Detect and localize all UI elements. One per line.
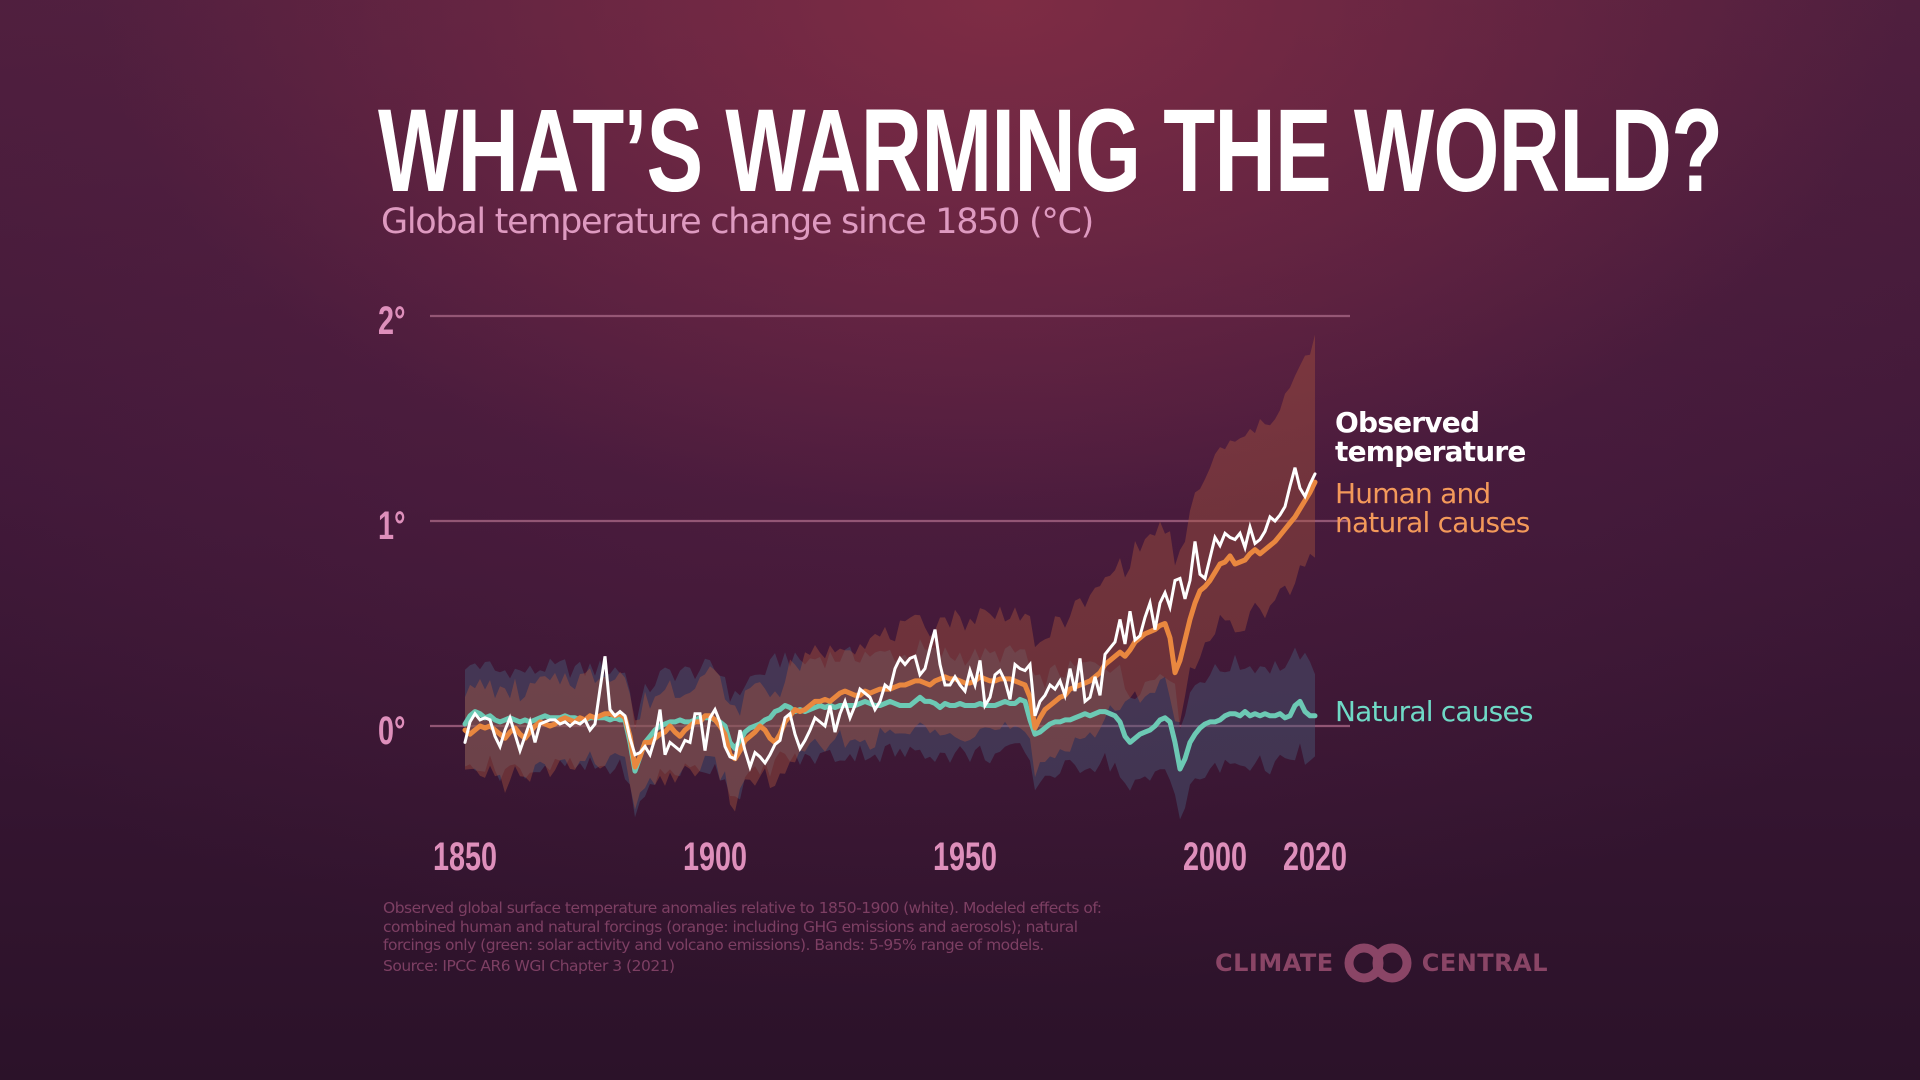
chart-title: WHAT’S WARMING THE WORLD? — [378, 85, 1723, 217]
source-citation: Source: IPCC AR6 WGI Chapter 3 (2021) — [383, 956, 675, 975]
chart-subtitle: Global temperature change since 1850 (°C… — [381, 202, 1094, 242]
natural-causes-line — [462, 694, 1318, 774]
y-tick-label: 0° — [378, 708, 406, 753]
x-tick-label: 2020 — [1283, 834, 1347, 879]
chart-footnote: Observed global surface temperature anom… — [383, 899, 1263, 975]
x-tick-label: 2000 — [1183, 834, 1247, 879]
footnote-line: Observed global surface temperature anom… — [383, 899, 1102, 917]
legend-human-and-natural-causes: Human and natural causes — [1335, 477, 1530, 539]
series-lines — [462, 467, 1318, 774]
climate-central-logo: CLIMATE CENTRAL — [1215, 943, 1548, 983]
legend-observed-line1: Observed — [1335, 406, 1480, 439]
footnote-line: forcings only (green: solar activity and… — [383, 936, 1044, 954]
footnote-line: combined human and natural forcings (ora… — [383, 917, 1078, 936]
legend-observed-temperature: Observed temperature — [1335, 408, 1526, 466]
human-natural-causes-band — [465, 334, 1315, 812]
observed-temperature-line — [463, 467, 1317, 772]
logo-text-climate: CLIMATE — [1215, 949, 1334, 977]
legend-human-line1: Human and — [1335, 477, 1491, 510]
x-tick-label: 1900 — [683, 834, 747, 879]
y-axis: 0° 1° 2° — [378, 298, 406, 753]
logo-rings-icon — [1344, 943, 1412, 983]
x-axis: 1850 1900 1950 2000 2020 — [433, 834, 1347, 879]
y-tick-label: 1° — [378, 503, 406, 548]
legend-natural-causes: Natural causes — [1335, 695, 1533, 728]
y-tick-label: 2° — [378, 298, 406, 343]
logo-text-central: CENTRAL — [1421, 949, 1549, 977]
gridlines — [430, 314, 1350, 728]
x-tick-label: 1850 — [433, 834, 497, 879]
legend-observed-line2: temperature — [1335, 435, 1526, 468]
x-tick-label: 1950 — [933, 834, 997, 879]
legend-human-line2: natural causes — [1335, 506, 1530, 539]
